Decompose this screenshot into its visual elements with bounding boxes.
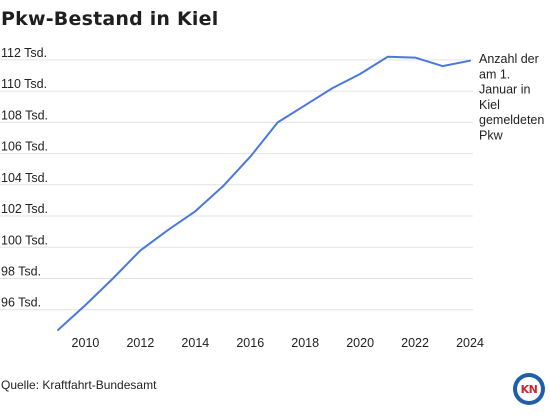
y-tick-label-112: 112 Tsd. xyxy=(1,46,47,60)
logo-text: KN xyxy=(517,377,541,401)
x-tick-label-2018: 2018 xyxy=(291,336,319,350)
series-line-0 xyxy=(57,55,471,331)
x-tick-label-2012: 2012 xyxy=(126,336,154,350)
x-tick-label-2022: 2022 xyxy=(401,336,429,350)
publisher-logo: KN xyxy=(513,373,545,405)
y-tick-label-110: 110 Tsd. xyxy=(1,77,47,91)
x-axis-ticks: 2010 2012 2014 2016 2018 2020 2022 2024 xyxy=(72,336,484,350)
y-tick-label-104: 104 Tsd. xyxy=(1,171,48,185)
series-label-line: Pkw xyxy=(479,129,504,143)
series-label-group: Anzahl der am 1. Januar in Kiel gemeldeten Pk… xyxy=(479,52,544,143)
series-label: Anzahl der am 1. Januar in Kiel gemeldeten Pk… xyxy=(479,52,544,143)
series-label-line: Kiel xyxy=(479,98,500,112)
y-tick-label-108: 108 Tsd. xyxy=(1,108,48,122)
series-label-line: am 1. xyxy=(479,67,510,81)
y-tick-label-96: 96 Tsd. xyxy=(1,296,41,310)
series-group xyxy=(57,55,471,331)
y-tick-label-100: 100 Tsd. xyxy=(1,233,48,247)
x-tick-label-2020: 2020 xyxy=(346,336,374,350)
series-label-line: gemeldeten xyxy=(479,113,544,127)
y-axis-ticks: 96 Tsd. 98 Tsd. 100 Tsd. 102 Tsd. 104 Tsd. 10… xyxy=(1,46,48,310)
grid-lines xyxy=(0,59,473,311)
y-tick-label-102: 102 Tsd. xyxy=(1,202,48,216)
x-tick-label-2014: 2014 xyxy=(181,336,209,350)
source-note: Quelle: Kraftfahrt-Bundesamt xyxy=(1,378,157,392)
series-label-line: Januar in xyxy=(479,83,530,97)
y-tick-label-98: 98 Tsd. xyxy=(1,264,41,278)
x-tick-label-2016: 2016 xyxy=(236,336,264,350)
y-tick-label-106: 106 Tsd. xyxy=(1,140,48,154)
x-tick-label-2024: 2024 xyxy=(456,336,484,350)
x-tick-label-2010: 2010 xyxy=(72,336,100,350)
chart-title: Pkw-Bestand in Kiel xyxy=(1,8,219,30)
series-label-line: Anzahl der xyxy=(479,52,539,66)
